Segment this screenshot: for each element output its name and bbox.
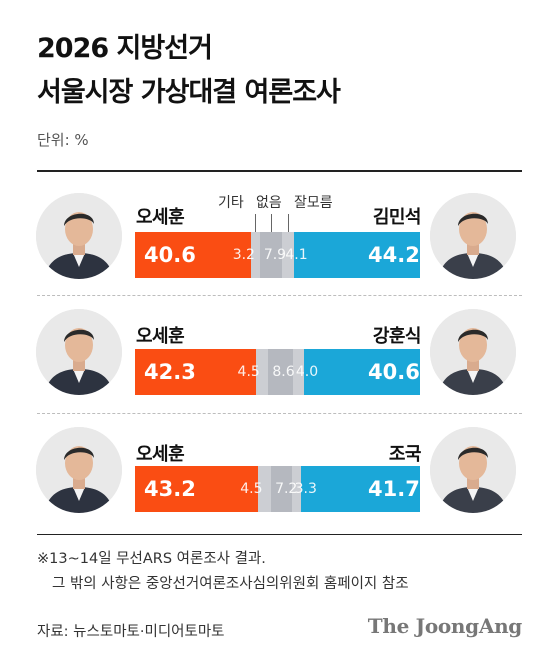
avatar-right-2 — [430, 309, 516, 395]
value-label-none-1: 7.9 — [263, 247, 287, 263]
bar-segment-etc-1 — [250, 232, 260, 278]
value-label-left-1: 40.6 — [144, 243, 196, 267]
separator-1 — [37, 295, 522, 296]
unit-label: 단위: % — [37, 131, 89, 149]
value-label-unsure-3: 3.3 — [294, 481, 317, 497]
value-label-left-2: 42.3 — [144, 360, 196, 384]
value-label-etc-1: 3.2 — [232, 247, 255, 263]
value-label-none-2: 8.6 — [272, 364, 295, 380]
source-label: 자료: 뉴스토마토·미디어토마토 — [37, 624, 225, 640]
value-label-left-3: 43.2 — [144, 477, 196, 501]
value-label-etc-3: 4.5 — [240, 481, 263, 497]
title-line-2: 서울시장 가상대결 여론조사 — [37, 77, 341, 108]
footnote-line-2: 그 밖의 사항은 중앙선거여론조사심의위원회 홈페이지 참조 — [52, 576, 409, 592]
bar-segment-right-2 — [304, 349, 420, 395]
bar-segment-none-3 — [271, 466, 292, 512]
segment-tick-etc — [255, 214, 257, 232]
bar-segment-left-2 — [135, 349, 256, 395]
candidate-name-right-1: 김민석 — [372, 207, 422, 228]
bar-segment-etc-3 — [258, 466, 272, 512]
candidate-name-left-3: 오세훈 — [136, 444, 185, 465]
value-label-right-3: 41.7 — [368, 477, 420, 501]
segment-tick-unsure — [288, 214, 290, 232]
value-label-right-2: 40.6 — [368, 360, 420, 384]
segment-tick-none — [271, 214, 273, 232]
bar-segment-right-3 — [301, 466, 420, 512]
bar-segment-unsure-3 — [291, 466, 302, 512]
segment-header-none: 없음 — [256, 195, 282, 211]
value-label-none-3: 7.2 — [275, 481, 298, 497]
bar-segment-none-2 — [268, 349, 293, 395]
avatar-right-3 — [430, 427, 516, 513]
value-label-unsure-2: 4.0 — [295, 364, 319, 380]
bar-segment-none-1 — [259, 232, 283, 278]
avatar-left-3 — [36, 427, 122, 513]
bar-segment-left-1 — [135, 232, 251, 278]
candidate-name-right-2: 강훈식 — [372, 326, 422, 347]
bar-segment-etc-2 — [255, 349, 269, 395]
candidate-name-left-2: 오세훈 — [136, 326, 185, 347]
candidate-name-right-3: 조국 — [388, 444, 422, 465]
bar-segment-unsure-1 — [282, 232, 295, 278]
avatar-left-1 — [36, 193, 122, 279]
bottom-rule — [37, 534, 522, 535]
avatar-right-1 — [430, 193, 516, 279]
title-line-1: 2026 지방선거 — [37, 33, 213, 64]
footnote-line-1: ※13~14일 무선ARS 여론조사 결과. — [37, 551, 266, 567]
bar-segment-right-1 — [294, 232, 420, 278]
candidate-name-left-1: 오세훈 — [136, 207, 185, 228]
bar-segment-left-3 — [135, 466, 259, 512]
segment-header-etc: 기타 — [218, 195, 244, 211]
top-rule — [37, 170, 522, 172]
bar-segment-unsure-2 — [292, 349, 305, 395]
segment-header-unsure: 잘모름 — [294, 195, 333, 211]
avatar-left-2 — [36, 309, 122, 395]
value-label-right-1: 44.2 — [368, 243, 420, 267]
separator-2 — [37, 413, 522, 414]
brand-logo: The JoongAng — [367, 614, 523, 638]
value-label-etc-2: 4.5 — [237, 364, 260, 380]
value-label-unsure-1: 4.1 — [285, 247, 308, 263]
